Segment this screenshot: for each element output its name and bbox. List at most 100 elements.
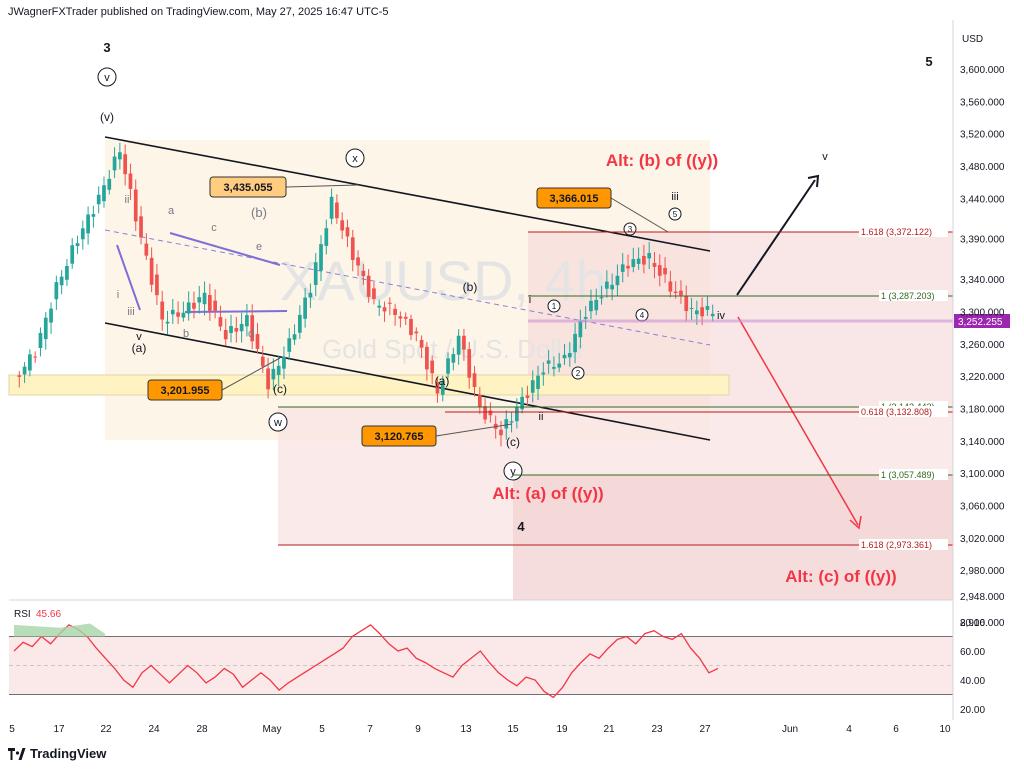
candle-body[interactable] (149, 257, 154, 285)
price-callout[interactable] (536, 187, 612, 209)
candle-body[interactable] (414, 331, 419, 334)
candle-body[interactable] (467, 349, 472, 378)
candle-body[interactable] (350, 237, 355, 260)
candle-body[interactable] (403, 316, 408, 319)
candle-body[interactable] (282, 356, 286, 369)
candle-body[interactable] (451, 354, 456, 363)
candle-body[interactable] (684, 295, 689, 312)
candle-body[interactable] (599, 297, 604, 299)
candle-body[interactable] (118, 152, 122, 160)
candle-body[interactable] (615, 275, 620, 286)
candle-body[interactable] (557, 363, 562, 368)
candle-body[interactable] (673, 291, 678, 294)
candle-body[interactable] (477, 394, 482, 408)
candle-body[interactable] (472, 373, 477, 388)
candle-body[interactable] (59, 276, 64, 286)
candle-body[interactable] (652, 262, 657, 267)
candle-body[interactable] (128, 173, 133, 189)
candle-body[interactable] (255, 334, 260, 349)
candle-body[interactable] (456, 335, 461, 355)
candle-body[interactable] (313, 262, 318, 285)
candle-body[interactable] (657, 265, 662, 276)
candle-body[interactable] (668, 281, 673, 292)
candle-body[interactable] (133, 189, 138, 222)
candle-body[interactable] (202, 292, 207, 305)
candle-body[interactable] (22, 366, 27, 375)
triangle-upper-line[interactable] (169, 232, 281, 266)
candle-body[interactable] (324, 228, 329, 246)
candle-body[interactable] (541, 372, 546, 375)
candle-body[interactable] (483, 406, 487, 420)
candle-body[interactable] (425, 346, 429, 370)
bearish-projection-arrow[interactable] (737, 316, 859, 526)
candle-body[interactable] (366, 275, 371, 297)
candle-body[interactable] (292, 334, 297, 340)
candle-body[interactable] (398, 316, 403, 319)
candle-body[interactable] (435, 381, 440, 394)
candle-body[interactable] (245, 315, 249, 327)
candle-body[interactable] (573, 333, 577, 353)
candle-body[interactable] (488, 410, 493, 416)
candle-body[interactable] (192, 302, 196, 309)
candle-body[interactable] (266, 368, 270, 390)
candle-body[interactable] (419, 339, 424, 348)
candle-body[interactable] (705, 306, 710, 310)
candle-body[interactable] (276, 365, 281, 375)
candle-body[interactable] (462, 335, 466, 350)
candle-body[interactable] (91, 214, 96, 217)
candle-body[interactable] (43, 317, 48, 340)
candle-body[interactable] (446, 358, 450, 374)
candle-body[interactable] (28, 354, 32, 371)
candle-body[interactable] (176, 312, 180, 317)
candle-body[interactable] (335, 202, 339, 219)
candle-body[interactable] (536, 375, 540, 389)
candle-body[interactable] (186, 302, 191, 314)
price-callout[interactable] (147, 379, 223, 401)
candle-body[interactable] (578, 320, 583, 338)
candle-body[interactable] (504, 419, 509, 429)
candle-body[interactable] (170, 309, 175, 315)
candle-body[interactable] (583, 316, 588, 319)
candle-body[interactable] (80, 228, 85, 240)
candle-body[interactable] (271, 368, 276, 380)
candle-body[interactable] (409, 318, 413, 336)
candle-body[interactable] (165, 321, 170, 324)
tradingview-logo[interactable]: TradingView (8, 746, 106, 761)
candle-body[interactable] (361, 270, 366, 277)
candle-body[interactable] (123, 154, 128, 175)
candle-body[interactable] (530, 380, 535, 393)
price-callout[interactable] (209, 176, 287, 198)
candle-body[interactable] (689, 307, 694, 309)
candle-body[interactable] (546, 360, 551, 364)
candle-body[interactable] (303, 297, 307, 319)
channel-midline[interactable] (104, 229, 711, 346)
candle-body[interactable] (218, 317, 223, 327)
candle-body[interactable] (499, 429, 503, 436)
candle-body[interactable] (710, 313, 715, 317)
candle-body[interactable] (213, 300, 217, 311)
candle-body[interactable] (694, 310, 699, 315)
candle-body[interactable] (65, 265, 69, 280)
candle-body[interactable] (620, 264, 625, 272)
candle-body[interactable] (297, 314, 302, 333)
candle-body[interactable] (17, 375, 22, 377)
candle-body[interactable] (440, 381, 445, 395)
candle-body[interactable] (520, 396, 525, 410)
candle-body[interactable] (636, 258, 641, 264)
candle-body[interactable] (589, 300, 593, 312)
candle-body[interactable] (393, 308, 397, 315)
price-callout[interactable] (361, 425, 437, 447)
candle-body[interactable] (96, 194, 101, 205)
candle-body[interactable] (631, 259, 636, 268)
candle-body[interactable] (345, 227, 350, 237)
candle-body[interactable] (260, 356, 265, 367)
triangle-lower-line[interactable] (184, 310, 288, 313)
candle-body[interactable] (679, 290, 683, 296)
candle-body[interactable] (38, 332, 43, 349)
rsi-line[interactable] (13, 624, 719, 699)
candle-body[interactable] (552, 366, 556, 369)
candle-body[interactable] (139, 216, 143, 238)
candle-body[interactable] (287, 338, 292, 352)
candle-body[interactable] (112, 156, 117, 171)
